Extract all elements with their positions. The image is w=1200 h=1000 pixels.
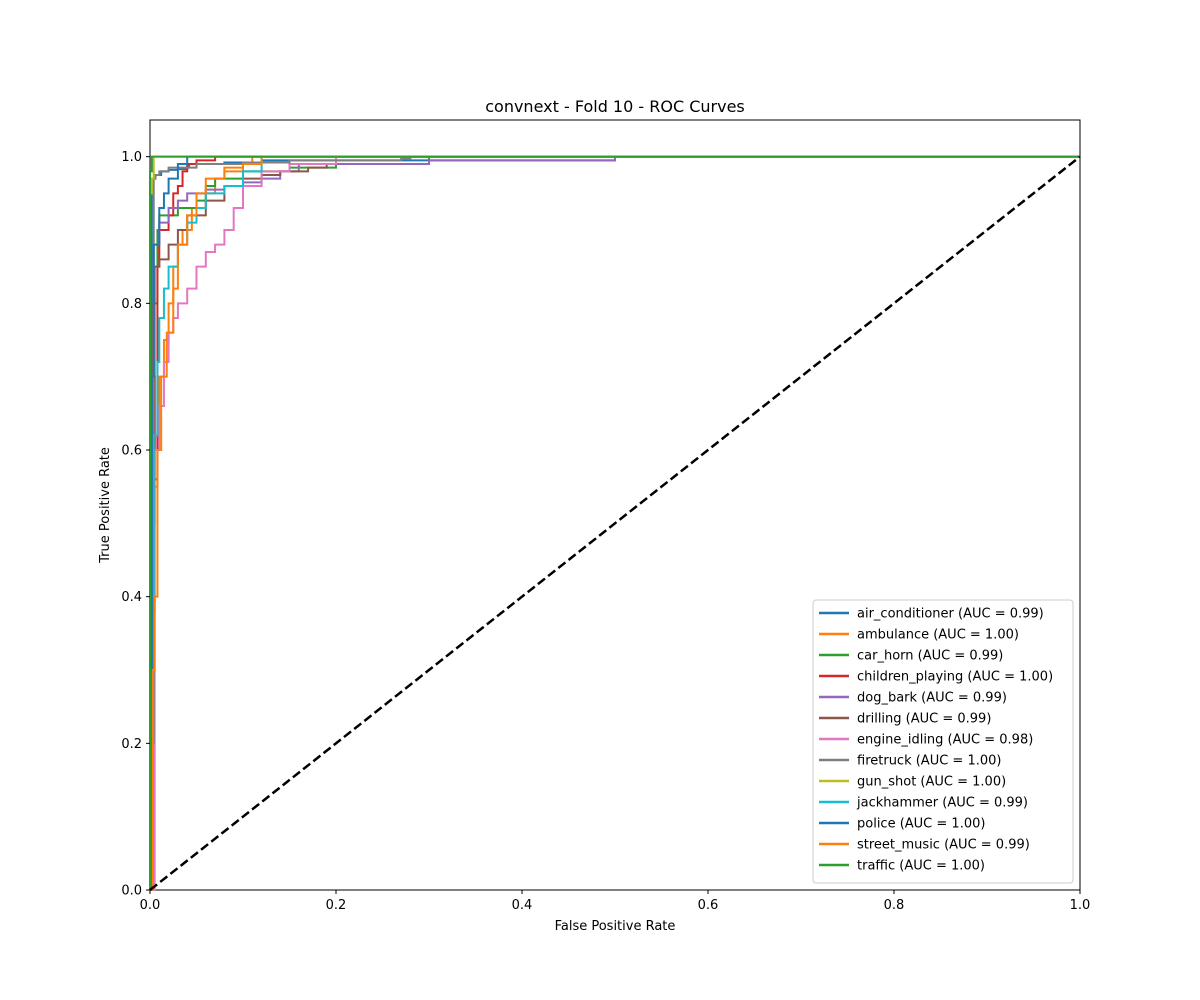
chart-title: convnext - Fold 10 - ROC Curves — [485, 97, 745, 116]
legend-entry: children_playing (AUC = 1.00) — [857, 670, 1053, 685]
y-tick-label: 0.4 — [121, 590, 142, 605]
legend-entry: car_horn (AUC = 0.99) — [857, 649, 1003, 664]
y-tick-label: 0.2 — [121, 737, 142, 752]
legend-entry: jackhammer (AUC = 0.99) — [856, 796, 1028, 811]
roc-curve-drilling — [150, 155, 1080, 891]
legend-entry: police (AUC = 1.00) — [857, 817, 985, 832]
roc-curve-police — [150, 155, 1080, 891]
y-tick-label: 0.6 — [121, 444, 142, 459]
legend-entry: drilling (AUC = 0.99) — [857, 712, 991, 727]
legend-entry: dog_bark (AUC = 0.99) — [857, 691, 1007, 706]
x-tick-label: 0.0 — [140, 898, 161, 913]
legend-box — [812, 599, 1074, 884]
legend-entry: gun_shot (AUC = 1.00) — [857, 775, 1006, 790]
x-axis-label: False Positive Rate — [555, 919, 676, 934]
roc-curve-engine_idling — [150, 155, 1080, 891]
y-axis-ticks: 0.0 0.2 0.4 0.6 0.8 1.0 — [121, 150, 150, 899]
legend-entry: firetruck (AUC = 1.00) — [857, 754, 1001, 769]
legend-entry: air_conditioner (AUC = 0.99) — [857, 607, 1044, 622]
x-axis-ticks: 0.0 0.2 0.4 0.6 0.8 1.0 — [140, 890, 1091, 913]
x-tick-label: 0.4 — [512, 898, 533, 913]
roc-curve-traffic — [149, 155, 1080, 890]
legend: air_conditioner (AUC = 0.99) ambulance (A… — [812, 599, 1074, 884]
chance-diagonal-line — [149, 155, 1081, 891]
y-tick-label: 0.8 — [121, 297, 142, 312]
x-tick-label: 0.6 — [698, 898, 719, 913]
x-tick-label: 0.8 — [884, 898, 905, 913]
roc-curve-street_music — [150, 155, 1080, 891]
roc-curves — [149, 155, 1080, 891]
legend-entry: ambulance (AUC = 1.00) — [857, 628, 1019, 643]
x-tick-label: 1.0 — [1070, 898, 1091, 913]
y-tick-label: 0.0 — [121, 884, 142, 899]
legend-entry: traffic (AUC = 1.00) — [857, 859, 985, 874]
plot-area — [149, 119, 1081, 891]
chance-line-group — [149, 155, 1081, 891]
legend-entry: engine_idling (AUC = 0.98) — [857, 733, 1033, 748]
y-tick-label: 1.0 — [121, 150, 142, 165]
x-tick-label: 0.2 — [326, 898, 347, 913]
legend-entry: street_music (AUC = 0.99) — [857, 838, 1030, 853]
y-axis-label: True Positive Rate — [98, 447, 113, 564]
